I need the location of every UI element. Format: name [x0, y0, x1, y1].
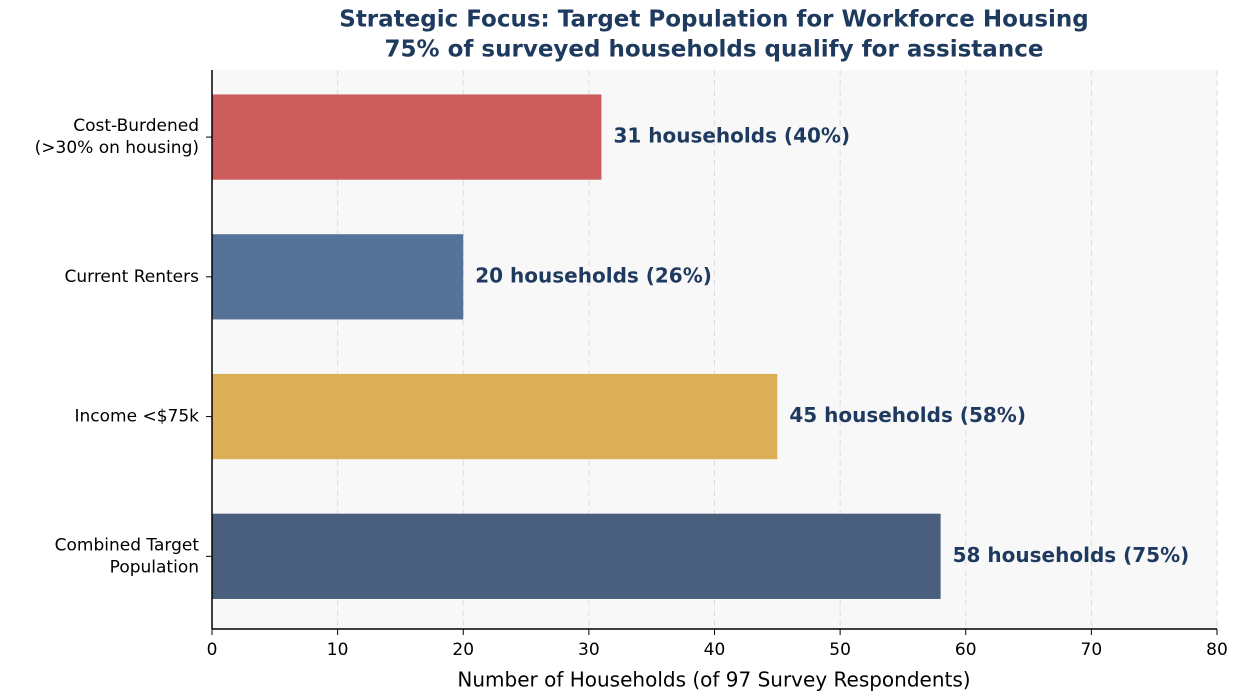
y-tick-label: Current Renters: [64, 267, 199, 287]
x-tick-label: 0: [207, 640, 218, 660]
bar: [212, 234, 464, 320]
bar: [212, 513, 941, 599]
value-label: 20 households (26%): [475, 263, 712, 287]
value-label: 58 households (75%): [953, 543, 1190, 567]
y-tick-label: Income <$75k: [75, 407, 200, 427]
x-tick-label: 30: [578, 640, 600, 660]
chart-subtitle: 75% of surveyed households qualify for a…: [385, 37, 1044, 63]
x-axis-label: Number of Households (of 97 Survey Respo…: [457, 668, 970, 692]
x-tick-label: 50: [829, 640, 851, 660]
x-tick-label: 40: [704, 640, 726, 660]
x-tick-label: 70: [1081, 640, 1103, 660]
x-tick-label: 80: [1206, 640, 1228, 660]
bar: [212, 373, 778, 460]
x-tick-label: 60: [955, 640, 977, 660]
value-label: 31 households (40%): [613, 124, 850, 148]
value-label: 45 households (58%): [789, 403, 1026, 427]
bar: [212, 94, 602, 180]
y-tick-label: Cost-Burdened (>30% on housing): [35, 116, 199, 158]
x-tick-label: 20: [452, 640, 474, 660]
y-tick-label: Combined Target Population: [55, 535, 200, 577]
x-tick-label: 10: [327, 640, 349, 660]
chart-title: Strategic Focus: Target Population for W…: [339, 7, 1088, 33]
